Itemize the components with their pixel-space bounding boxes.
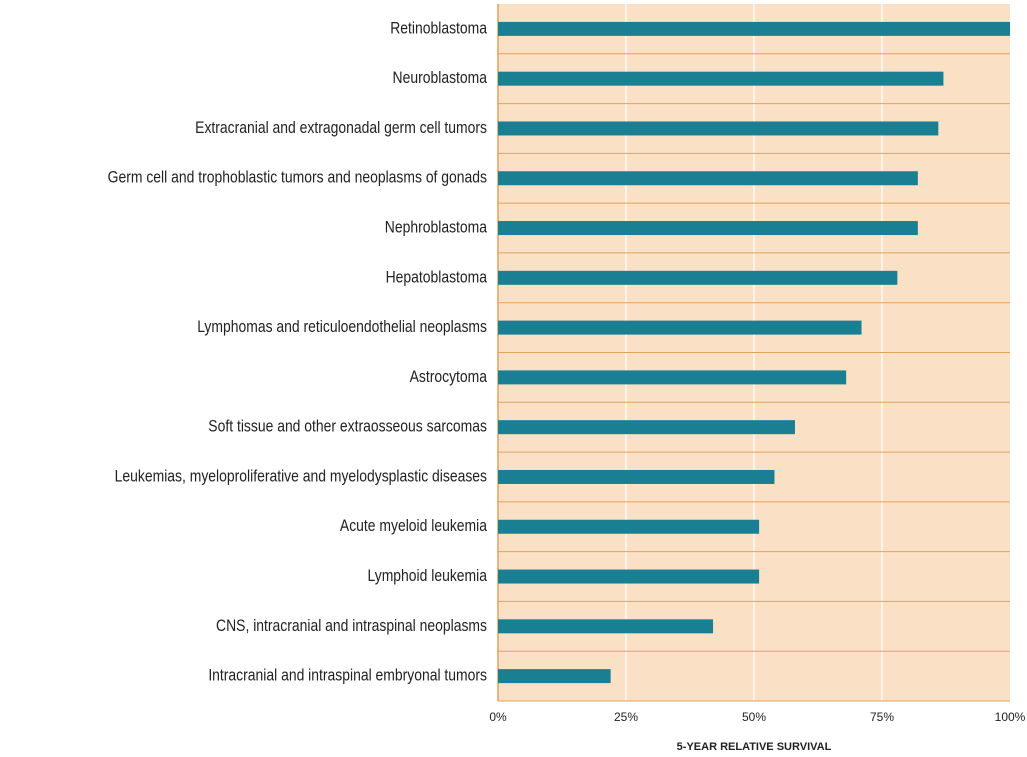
bar <box>498 619 714 634</box>
bar <box>498 370 847 385</box>
x-tick-label: 100% <box>995 710 1026 724</box>
y-tick-label: Astrocytoma <box>410 368 488 387</box>
y-tick-label: Neuroblastoma <box>393 69 488 88</box>
y-tick-label: Germ cell and trophoblastic tumors and n… <box>108 169 488 188</box>
x-axis-title: 5-YEAR RELATIVE SURVIVAL <box>677 741 832 753</box>
bar <box>498 221 918 236</box>
x-tick-label: 25% <box>614 710 638 724</box>
y-tick-label: Intracranial and intraspinal embryonal t… <box>208 666 487 685</box>
bar <box>498 519 760 534</box>
bar <box>498 121 939 136</box>
bar <box>498 320 862 335</box>
y-tick-label: Nephroblastoma <box>385 218 488 237</box>
y-tick-label: Soft tissue and other extraosseous sarco… <box>208 417 487 436</box>
x-tick-label: 0% <box>489 710 507 724</box>
x-tick-label: 75% <box>870 710 894 724</box>
bar <box>498 171 918 186</box>
y-tick-label: Hepatoblastoma <box>386 268 488 287</box>
y-tick-label: Retinoblastoma <box>390 19 487 38</box>
bar <box>498 569 760 584</box>
y-tick-label: Lymphomas and reticuloendothelial neopla… <box>197 318 487 337</box>
y-tick-label: CNS, intracranial and intraspinal neopla… <box>216 617 487 636</box>
y-tick-label: Lymphoid leukemia <box>368 567 488 586</box>
x-tick-label: 50% <box>742 710 766 724</box>
bar <box>498 420 795 435</box>
y-tick-label: Leukemias, myeloproliferative and myelod… <box>115 467 488 486</box>
bar <box>498 469 775 484</box>
bar <box>498 21 1010 36</box>
y-tick-label: Acute myeloid leukemia <box>340 517 487 536</box>
y-tick-label: Extracranial and extragonadal germ cell … <box>195 119 487 138</box>
bar <box>498 669 611 684</box>
bar <box>498 270 898 285</box>
bar <box>498 71 944 86</box>
